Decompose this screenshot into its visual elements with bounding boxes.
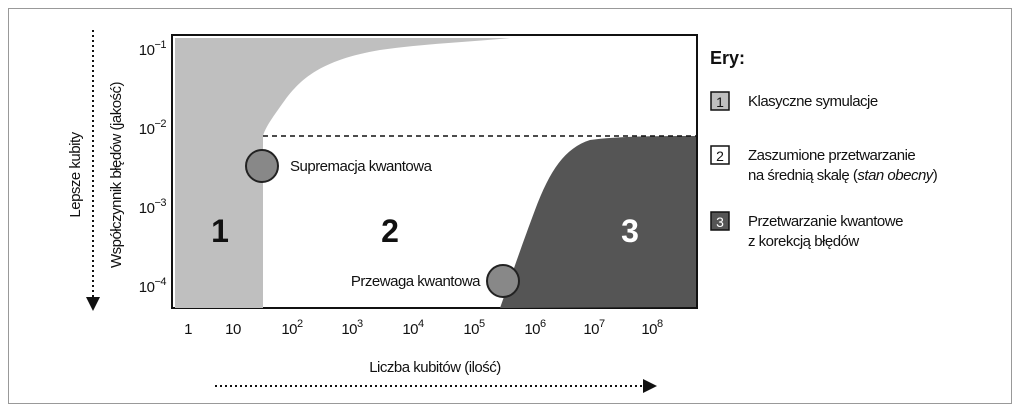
y-tick-label: 10−1 xyxy=(139,39,167,59)
tick-base: 10 xyxy=(281,321,297,338)
legend-title: Ery: xyxy=(710,48,745,68)
x-tick-label: 108 xyxy=(641,318,663,338)
legend: 1 Klasyczne symulacje 2 Zaszumione przetwar… xyxy=(710,91,938,250)
legend-text-part: na średnią skalę ( xyxy=(748,167,858,184)
tick-base: 10 xyxy=(583,321,599,338)
y-tick-label: 10−4 xyxy=(139,276,167,296)
classical-region xyxy=(175,38,510,308)
tick-base: 10 xyxy=(641,321,657,338)
legend-swatch xyxy=(710,211,730,231)
tick-base: 10 xyxy=(225,321,241,338)
legend-key: 2 xyxy=(716,148,724,164)
legend-text-part: ) xyxy=(933,167,938,184)
legend-text-part: Przetwarzanie kwantowe xyxy=(748,213,903,230)
y-direction-label: Lepsze kubity xyxy=(67,131,84,217)
legend-swatch xyxy=(710,145,730,165)
y-tick-label: 10−3 xyxy=(139,197,167,217)
legend-swatch xyxy=(710,91,730,111)
tick-exponent: 8 xyxy=(657,318,663,330)
tick-base: 1 xyxy=(184,321,192,338)
frame xyxy=(8,8,1012,404)
tick-base: 10 xyxy=(524,321,540,338)
x-axis-title: Liczba kubitów (ilość) xyxy=(369,359,501,376)
x-tick-label: 10 xyxy=(225,321,241,338)
legend-key: 3 xyxy=(716,214,724,230)
advantage-marker xyxy=(486,264,520,298)
tick-base: 10 xyxy=(402,321,418,338)
ticks: 10−110−210−310−41 10 102 103 104 105 106 107 108 xyxy=(139,39,664,338)
legend-key: 1 xyxy=(716,94,724,110)
tick-exponent: 4 xyxy=(418,318,424,330)
x-tick-label: 104 xyxy=(402,318,424,338)
tick-base: 10 xyxy=(139,42,155,59)
legend-text-part: Klasyczne symulacje xyxy=(748,93,878,110)
legend-text-part: Zaszumione przetwarzanie xyxy=(748,147,915,164)
tick-base: 10 xyxy=(341,321,357,338)
tick-exponent: 5 xyxy=(479,318,485,330)
region-label: 2 xyxy=(381,213,399,249)
x-tick-label: 102 xyxy=(281,318,303,338)
y-arrowhead xyxy=(86,297,100,311)
tick-base: 10 xyxy=(139,121,155,138)
x-tick-label: 106 xyxy=(524,318,546,338)
tick-exponent: −2 xyxy=(154,118,166,130)
tick-exponent: 3 xyxy=(357,318,363,330)
tick-exponent: −4 xyxy=(154,276,166,288)
y-tick-label: 10−2 xyxy=(139,118,167,138)
marker-label: Przewaga kwantowa xyxy=(351,273,481,290)
y-axis-title: Współczynnik błędów (jakość) xyxy=(108,81,125,268)
x-arrowhead xyxy=(643,379,657,393)
region-label: 3 xyxy=(621,213,639,249)
supremacy-marker xyxy=(245,149,279,183)
x-tick-label: 1 xyxy=(184,321,192,338)
tick-exponent: −1 xyxy=(154,39,166,51)
tick-base: 10 xyxy=(139,200,155,217)
legend-text: Zaszumione przetwarzanie xyxy=(748,147,915,164)
tick-base: 10 xyxy=(139,279,155,296)
tick-exponent: 7 xyxy=(599,318,605,330)
legend-text: Klasyczne symulacje xyxy=(748,93,878,110)
region-label: 1 xyxy=(211,213,229,249)
legend-text: z korekcją błędów xyxy=(748,233,859,250)
tick-exponent: 2 xyxy=(297,318,303,330)
error-corrected-region xyxy=(500,136,696,308)
legend-text: Przetwarzanie kwantowe xyxy=(748,213,903,230)
tick-exponent: −3 xyxy=(154,197,166,209)
tick-exponent: 6 xyxy=(540,318,546,330)
legend-text-part: stan obecny xyxy=(857,167,934,184)
legend-text-part: z korekcją błędów xyxy=(748,233,859,250)
tick-base: 10 xyxy=(463,321,479,338)
x-tick-label: 103 xyxy=(341,318,363,338)
x-tick-label: 105 xyxy=(463,318,485,338)
marker-label: Supremacja kwantowa xyxy=(290,158,433,175)
x-tick-label: 107 xyxy=(583,318,605,338)
legend-text: na średnią skalę (stan obecny) xyxy=(748,167,938,184)
